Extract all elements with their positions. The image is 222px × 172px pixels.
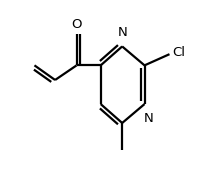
Text: N: N [117, 26, 127, 39]
Text: N: N [144, 112, 154, 125]
Text: O: O [71, 18, 82, 31]
Text: Cl: Cl [172, 46, 185, 59]
